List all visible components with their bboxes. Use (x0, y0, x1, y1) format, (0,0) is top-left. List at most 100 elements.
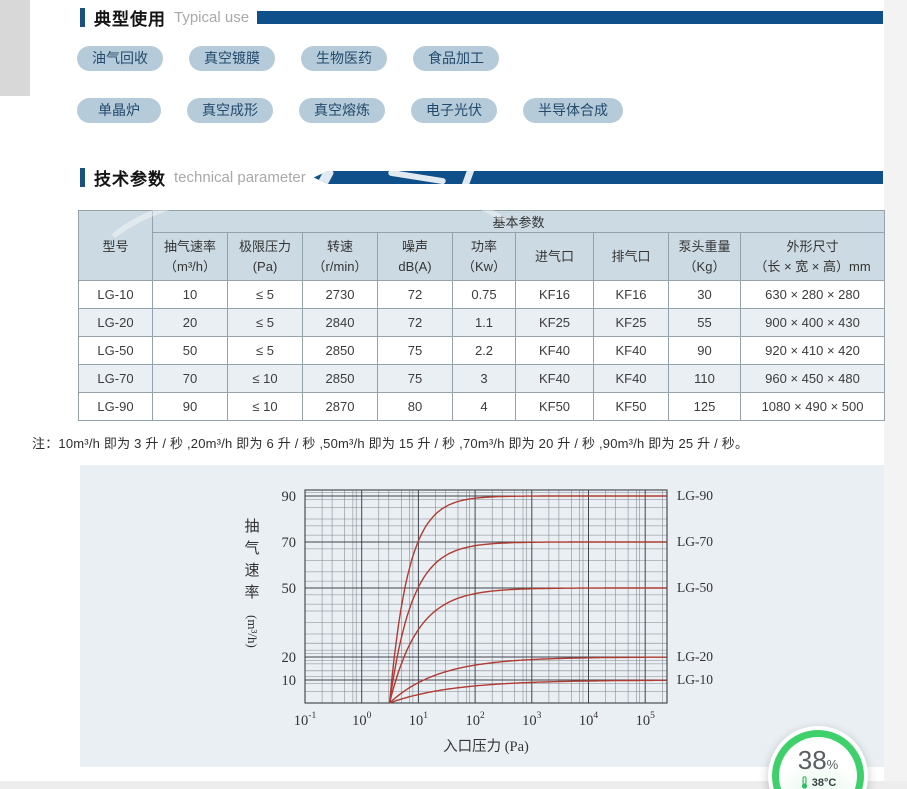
section-title-en: Typical use (174, 9, 250, 26)
value-cell: 2850 (302, 364, 378, 393)
value-cell: 110 (668, 364, 741, 393)
table-row: LG-70 70 ≤ 10 2850 75 3 KF40 KF40 110 960 × 450 ×… (78, 364, 886, 393)
y-axis-title-char: 抽 (244, 518, 259, 535)
group-header-basic-parameters: 基本参数 (151, 210, 886, 233)
grid-minor (305, 490, 667, 703)
value-cell: 2870 (302, 392, 378, 421)
bottom-margin-strip (0, 781, 907, 789)
value-cell: KF16 (593, 280, 669, 309)
value-cell: 90 (668, 336, 741, 365)
curve-LG-50 (388, 587, 667, 704)
value-cell: 0.75 (452, 280, 516, 309)
curve-label-LG-10: LG-10 (677, 672, 713, 687)
battery-temperature-widget[interactable]: 38% 38°C (768, 726, 868, 789)
percent-sign: % (826, 757, 839, 772)
x-axis-title: 入口压力 (Pa) (443, 738, 529, 755)
value-cell: KF40 (515, 336, 594, 365)
curve-LG-90 (388, 495, 667, 704)
value-cell: KF16 (515, 280, 594, 309)
section-header-typical-use: 典型使用 Typical use (80, 5, 883, 30)
section-accent-bar (80, 168, 85, 187)
table-row: LG-20 20 ≤ 5 2840 72 1.1 KF25 KF25 55 900 × 400 ×… (78, 308, 886, 337)
value-cell: 900 × 400 × 430 (739, 308, 886, 337)
x-tick-label: 101 (409, 711, 429, 729)
temperature-value: 38°C (811, 776, 837, 789)
column-header-dimensions: 外形尺寸 （长 × 宽 × 高）mm (739, 232, 886, 281)
value-cell: ≤ 10 (227, 392, 303, 421)
x-tick-label: 103 (522, 711, 542, 729)
value-cell: KF40 (515, 364, 594, 393)
section-title-cn: 典型使用 (94, 10, 166, 29)
plot-frame (304, 489, 668, 704)
y-tick-label: 90 (282, 489, 297, 505)
value-cell: 70 (152, 364, 228, 393)
table-row: LG-50 50 ≤ 5 2850 75 2.2 KF40 KF40 90 920 × 410 ×… (78, 336, 886, 365)
y-axis-title-char: 气 (244, 540, 259, 557)
value-cell: 30 (668, 280, 741, 309)
application-tag: 真空熔炼 (299, 98, 385, 123)
application-tag: 真空镀膜 (189, 46, 275, 71)
section-rule-bar (257, 11, 883, 24)
y-axis-title-char: 速 (244, 562, 259, 579)
application-tag: 真空成形 (187, 98, 273, 123)
curve-LG-70 (388, 541, 667, 704)
x-tick-label: 104 (579, 711, 599, 729)
column-header-rotation-speed: 转速 （r/min） (302, 232, 378, 281)
percent-value: 38% (797, 745, 839, 775)
curve-LG-10 (389, 679, 667, 704)
pumping-speed-chart-panel: LG-90 LG-70 LG-50 LG-20 LG-10 10-1 100 101 102 10… (80, 465, 884, 767)
value-cell: KF50 (593, 392, 669, 421)
column-header-power: 功率 （Kw） (452, 232, 516, 281)
value-cell: 960 × 450 × 480 (739, 364, 886, 393)
value-cell: 72 (377, 280, 453, 309)
pumping-speed-vs-pressure-chart: LG-90 LG-70 LG-50 LG-20 LG-10 10-1 100 101 102 10… (244, 488, 713, 755)
value-cell: 72 (377, 308, 453, 337)
right-margin-strip (884, 0, 907, 789)
curve-label-LG-50: LG-50 (677, 580, 713, 595)
value-cell: 4 (452, 392, 516, 421)
watermark-stroke (315, 171, 335, 184)
column-header-outlet: 排气口 (593, 232, 669, 281)
table-footnote: 注：10m³/h 即为 3 升 / 秒 ,20m³/h 即为 6 升 / 秒 ,… (32, 436, 749, 451)
y-tick-label: 10 (282, 673, 297, 689)
technical-parameters-table: 型号 基本参数 抽气速率 （m³/h） 极限压力 (Pa) 转速 （r/min）… (78, 210, 886, 421)
column-header-inlet: 进气口 (515, 232, 594, 281)
y-tick-label: 20 (282, 650, 297, 666)
section-rule-bar (313, 171, 883, 184)
value-cell: 3 (452, 364, 516, 393)
x-tick-label: 10-1 (294, 711, 317, 729)
application-tag: 生物医药 (301, 46, 387, 71)
section-title-en: technical parameter (174, 169, 306, 186)
value-cell: 50 (152, 336, 228, 365)
value-cell: ≤ 5 (227, 336, 303, 365)
value-cell: 80 (377, 392, 453, 421)
temperature-row: 38°C (800, 776, 837, 789)
value-cell: 2.2 (452, 336, 516, 365)
application-tag: 电子光伏 (411, 98, 497, 123)
value-cell: 125 (668, 392, 741, 421)
y-tick-label: 70 (282, 535, 297, 551)
value-cell: 630 × 280 × 280 (739, 280, 886, 309)
value-cell: 10 (152, 280, 228, 309)
value-cell: ≤ 5 (227, 308, 303, 337)
widget-inner: 38% 38°C (779, 737, 857, 789)
curve-label-LG-20: LG-20 (677, 649, 713, 664)
x-tick-label: 102 (465, 711, 485, 729)
value-cell: 55 (668, 308, 741, 337)
value-cell: 2850 (302, 336, 378, 365)
value-cell: 1.1 (452, 308, 516, 337)
column-header-noise: 噪声 dB(A) (377, 232, 453, 281)
left-margin-strip (0, 0, 30, 96)
column-header-pumping-speed: 抽气速率 （m³/h） (152, 232, 228, 281)
curve-label-LG-70: LG-70 (677, 534, 713, 549)
model-cell: LG-90 (78, 392, 153, 421)
watermark-stroke (459, 171, 475, 184)
typical-use-tags-row-1: 油气回收 真空镀膜 生物医药 食品加工 (77, 46, 499, 71)
model-cell: LG-20 (78, 308, 153, 337)
widget-shell: 38% 38°C (768, 726, 868, 789)
section-accent-bar (80, 8, 85, 27)
value-cell: 20 (152, 308, 228, 337)
model-cell: LG-50 (78, 336, 153, 365)
value-cell: 920 × 410 × 420 (739, 336, 886, 365)
